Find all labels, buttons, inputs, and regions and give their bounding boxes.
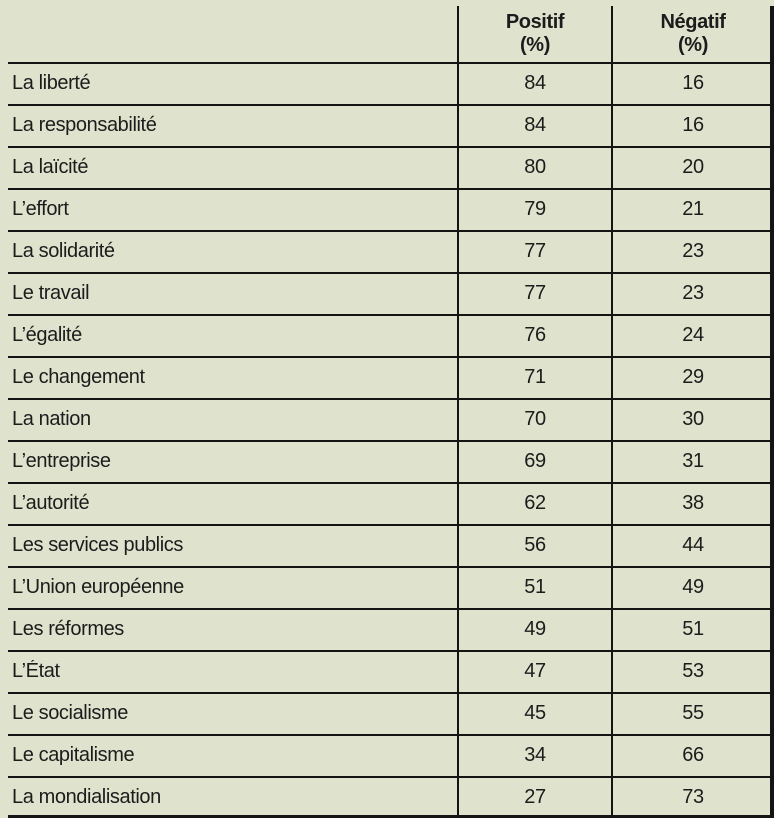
- header-negatif-cell: Négatif (%): [612, 0, 774, 62]
- positif-value: 79: [524, 197, 546, 220]
- table-body: La liberté 84 16 La responsabilité 84 16…: [0, 62, 774, 818]
- negatif-value: 73: [682, 785, 704, 808]
- table-row: Le socialisme 45 55: [0, 692, 774, 734]
- table-right-border: [770, 6, 774, 818]
- positif-value: 69: [524, 449, 546, 472]
- table-row: La laïcité 80 20: [0, 146, 774, 188]
- negatif-value: 20: [682, 155, 704, 178]
- negatif-value: 24: [682, 323, 704, 346]
- row-label: L’entreprise: [12, 449, 111, 472]
- header-negatif-label: Négatif: [660, 11, 726, 33]
- table-row: Le travail 77 23: [0, 272, 774, 314]
- table-bottom-border: [8, 815, 774, 818]
- positif-value: 51: [524, 575, 546, 598]
- row-label: La mondialisation: [12, 785, 161, 808]
- positif-value: 84: [524, 113, 546, 136]
- row-label: Les réformes: [12, 617, 124, 640]
- row-label: La nation: [12, 407, 91, 430]
- row-label: La liberté: [12, 71, 91, 94]
- table-row: L’Union européenne 51 49: [0, 566, 774, 608]
- row-label: La laïcité: [12, 155, 89, 178]
- table-row: L’État 47 53: [0, 650, 774, 692]
- positif-value: 47: [524, 659, 546, 682]
- header-term-cell: [0, 0, 458, 62]
- table-row: La mondialisation 27 73: [0, 776, 774, 818]
- table-row: La liberté 84 16: [0, 62, 774, 104]
- positif-value: 71: [524, 365, 546, 388]
- header-positif-label: Positif: [505, 11, 565, 33]
- row-label: Le capitalisme: [12, 743, 135, 766]
- positif-value: 45: [524, 701, 546, 724]
- column-divider-negatif: [611, 6, 613, 818]
- positif-value: 62: [524, 491, 546, 514]
- positif-value: 34: [524, 743, 546, 766]
- row-label: Les services publics: [12, 533, 183, 556]
- positif-value: 77: [524, 239, 546, 262]
- row-label: L’égalité: [12, 323, 82, 346]
- row-label: Le travail: [12, 281, 90, 304]
- negatif-value: 16: [682, 71, 704, 94]
- negatif-value: 23: [682, 239, 704, 262]
- positif-value: 77: [524, 281, 546, 304]
- header-positif-cell: Positif (%): [458, 0, 612, 62]
- negatif-value: 29: [682, 365, 704, 388]
- negatif-value: 53: [682, 659, 704, 682]
- row-label: La responsabilité: [12, 113, 157, 136]
- table-row: L’autorité 62 38: [0, 482, 774, 524]
- row-label: La solidarité: [12, 239, 115, 262]
- header-negatif-unit: (%): [678, 34, 708, 56]
- negatif-value: 21: [682, 197, 704, 220]
- row-label: L’État: [12, 659, 60, 682]
- row-label: Le changement: [12, 365, 145, 388]
- table-row: La nation 70 30: [0, 398, 774, 440]
- positif-value: 76: [524, 323, 546, 346]
- row-label: Le socialisme: [12, 701, 128, 724]
- table-header-row: Positif (%) Négatif (%): [0, 0, 774, 62]
- row-label: L’autorité: [12, 491, 90, 514]
- positif-value: 80: [524, 155, 546, 178]
- negatif-value: 49: [682, 575, 704, 598]
- table-row: L’égalité 76 24: [0, 314, 774, 356]
- table-row: L’entreprise 69 31: [0, 440, 774, 482]
- table-row: L’effort 79 21: [0, 188, 774, 230]
- positif-value: 70: [524, 407, 546, 430]
- negatif-value: 38: [682, 491, 704, 514]
- table-row: Le capitalisme 34 66: [0, 734, 774, 776]
- negatif-value: 66: [682, 743, 704, 766]
- negatif-value: 23: [682, 281, 704, 304]
- negatif-value: 16: [682, 113, 704, 136]
- row-label: L’effort: [12, 197, 69, 220]
- negatif-value: 51: [682, 617, 704, 640]
- negatif-value: 55: [682, 701, 704, 724]
- table-row: Les réformes 49 51: [0, 608, 774, 650]
- negatif-value: 31: [682, 449, 704, 472]
- table-row: Les services publics 56 44: [0, 524, 774, 566]
- table-row: La solidarité 77 23: [0, 230, 774, 272]
- positif-value: 49: [524, 617, 546, 640]
- header-positif-unit: (%): [520, 34, 550, 56]
- positif-value: 27: [524, 785, 546, 808]
- table-row: Le changement 71 29: [0, 356, 774, 398]
- table-row: La responsabilité 84 16: [0, 104, 774, 146]
- negatif-value: 44: [682, 533, 704, 556]
- row-label: L’Union européenne: [12, 575, 184, 598]
- positif-value: 84: [524, 71, 546, 94]
- negatif-value: 30: [682, 407, 704, 430]
- positif-value: 56: [524, 533, 546, 556]
- column-divider-positif: [457, 6, 459, 818]
